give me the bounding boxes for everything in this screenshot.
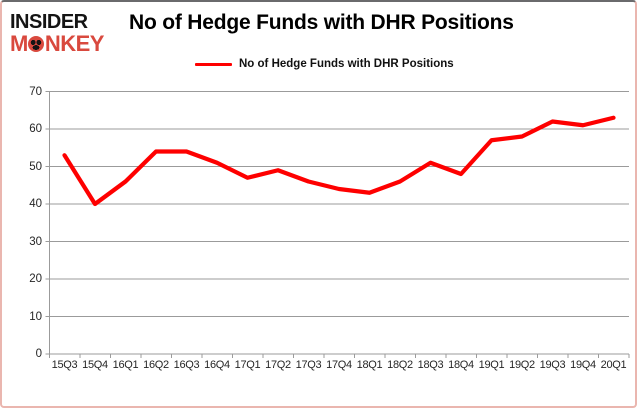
x-axis-label: 18Q2 (387, 359, 413, 371)
x-axis-label: 19Q2 (509, 359, 535, 371)
legend: No of Hedge Funds with DHR Positions (195, 58, 454, 70)
y-axis-label: 70 (29, 85, 42, 98)
x-axis-label: 17Q2 (265, 359, 291, 371)
logo-monkey-rest: NKEY (44, 31, 105, 56)
logo-insider-text: INSIDER (10, 11, 88, 33)
x-axis-label: 17Q1 (234, 359, 261, 371)
x-axis-label: 15Q4 (82, 359, 108, 371)
y-axis-label: 50 (29, 160, 42, 173)
y-axis-label: 60 (29, 123, 42, 135)
series-line (62, 115, 616, 207)
x-axis-label: 20Q1 (600, 359, 627, 371)
x-axis-label: 16Q2 (143, 359, 169, 371)
logo-monkey-text: MONKEY (10, 33, 104, 55)
legend-line-swatch (195, 62, 232, 66)
monkey-face-icon: O (28, 36, 45, 52)
legend-label: No of Hedge Funds with DHR Positions (239, 58, 454, 70)
x-axis-label: 18Q1 (356, 359, 383, 371)
insider-monkey-logo: INSIDER MONKEY (10, 12, 104, 55)
x-axis-label: 15Q3 (51, 359, 78, 371)
x-axis-label: 18Q3 (417, 359, 444, 371)
x-axis-label: 16Q3 (173, 359, 200, 371)
x-axis-label: 18Q4 (448, 359, 474, 371)
y-axis-label: 20 (29, 273, 42, 285)
x-axis-label: 16Q1 (112, 359, 139, 371)
x-axis-label: 19Q4 (570, 359, 596, 371)
x-axis-label: 17Q3 (295, 359, 322, 371)
y-axis-label: 40 (29, 198, 42, 210)
x-axis-label: 16Q4 (204, 359, 230, 371)
y-axis-label: 0 (35, 348, 42, 360)
x-axis-label: 19Q3 (539, 359, 566, 371)
page-title: No of Hedge Funds with DHR Positions (129, 11, 514, 34)
x-axis-label: 19Q1 (478, 359, 505, 371)
logo-monkey-m: M (10, 31, 28, 56)
y-axis-label: 30 (29, 235, 42, 248)
y-axis-label: 10 (29, 310, 42, 323)
x-axis-label: 17Q4 (326, 359, 352, 371)
